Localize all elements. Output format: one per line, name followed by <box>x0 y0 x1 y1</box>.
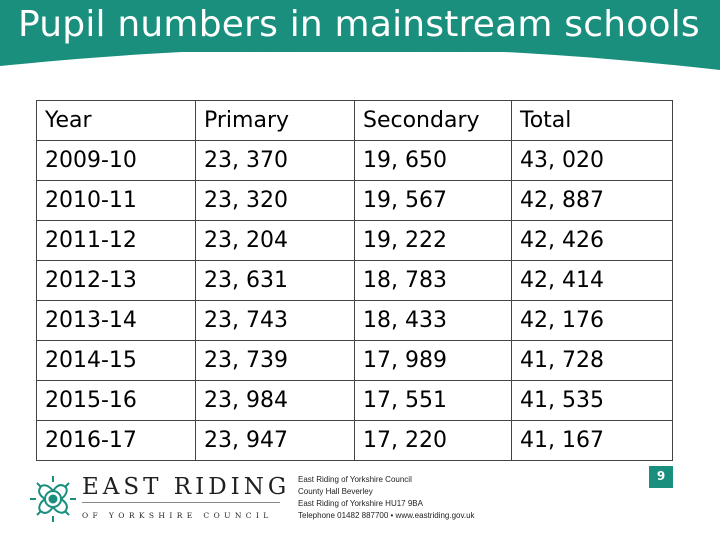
table-cell: 2013-14 <box>36 300 196 341</box>
table-row: 2013-14 23, 743 18, 433 42, 176 <box>36 300 673 341</box>
table-cell: 2010-11 <box>36 180 196 221</box>
table-row: 2014-15 23, 739 17, 989 41, 728 <box>36 340 673 381</box>
table-cell: 41, 535 <box>511 380 673 421</box>
table-cell: 23, 739 <box>195 340 355 381</box>
table-cell: 17, 220 <box>354 420 512 461</box>
table-cell: 2015-16 <box>36 380 196 421</box>
address-line: County Hall Beverley <box>298 487 373 496</box>
table-cell: 2009-10 <box>36 140 196 181</box>
table-cell: 23, 743 <box>195 300 355 341</box>
address-line: East Riding of Yorkshire Council <box>298 475 412 484</box>
table-cell: 42, 414 <box>511 260 673 301</box>
page-number-badge: 9 <box>649 466 673 488</box>
table-row: 2010-11 23, 320 19, 567 42, 887 <box>36 180 673 221</box>
council-address: East Riding of Yorkshire Council County … <box>298 474 475 522</box>
table-row: 2015-16 23, 984 17, 551 41, 535 <box>36 380 673 421</box>
table-cell: 2011-12 <box>36 220 196 261</box>
brand-subtitle: OF YORKSHIRE COUNCIL <box>82 511 273 520</box>
brand-divider <box>82 502 280 503</box>
table-cell: 18, 433 <box>354 300 512 341</box>
table-cell: 23, 631 <box>195 260 355 301</box>
table-row: 2011-12 23, 204 19, 222 42, 426 <box>36 220 673 261</box>
address-line: East Riding of Yorkshire HU17 9BA <box>298 499 423 508</box>
table-row: 2016-17 23, 947 17, 220 41, 167 <box>36 420 673 461</box>
slide-title: Pupil numbers in mainstream schools <box>18 4 700 45</box>
table-header-cell: Year <box>36 100 196 141</box>
brand-name: EAST RIDING <box>82 474 291 500</box>
table-cell: 2016-17 <box>36 420 196 461</box>
table-cell: 41, 728 <box>511 340 673 381</box>
table-cell: 17, 551 <box>354 380 512 421</box>
header-wave <box>0 40 720 70</box>
table-header-cell: Total <box>511 100 673 141</box>
table-header-row: Year Primary Secondary Total <box>36 100 673 141</box>
table-cell: 19, 567 <box>354 180 512 221</box>
table-row: 2009-10 23, 370 19, 650 43, 020 <box>36 140 673 181</box>
address-line: Telephone 01482 887700 • www.eastriding.… <box>298 511 475 520</box>
rose-emblem-icon <box>30 476 76 522</box>
table-cell: 19, 222 <box>354 220 512 261</box>
table-cell: 43, 020 <box>511 140 673 181</box>
table-cell: 23, 320 <box>195 180 355 221</box>
table-cell: 23, 984 <box>195 380 355 421</box>
table-header-cell: Primary <box>195 100 355 141</box>
table-cell: 19, 650 <box>354 140 512 181</box>
table-cell: 41, 167 <box>511 420 673 461</box>
table-cell: 2012-13 <box>36 260 196 301</box>
table-row: 2012-13 23, 631 18, 783 42, 414 <box>36 260 673 301</box>
table-header-cell: Secondary <box>354 100 512 141</box>
table-cell: 42, 426 <box>511 220 673 261</box>
table-cell: 2014-15 <box>36 340 196 381</box>
table-cell: 17, 989 <box>354 340 512 381</box>
pupil-numbers-table: Year Primary Secondary Total 2009-10 23, 370 1… <box>36 100 673 461</box>
table-cell: 23, 370 <box>195 140 355 181</box>
table-cell: 23, 204 <box>195 220 355 261</box>
table-cell: 42, 176 <box>511 300 673 341</box>
table-cell: 18, 783 <box>354 260 512 301</box>
table-cell: 23, 947 <box>195 420 355 461</box>
table-cell: 42, 887 <box>511 180 673 221</box>
